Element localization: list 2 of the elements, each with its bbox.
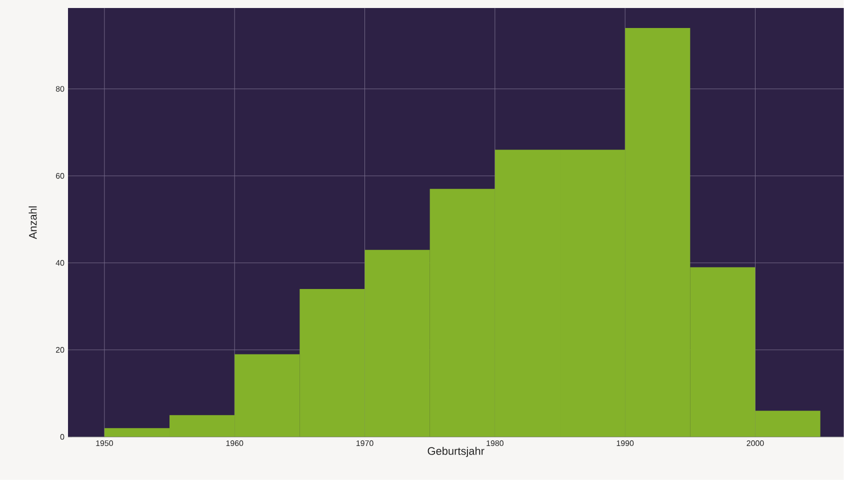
x-axis-title: Geburtsjahr: [428, 446, 484, 458]
y-axis-title: Anzahl: [28, 206, 37, 240]
